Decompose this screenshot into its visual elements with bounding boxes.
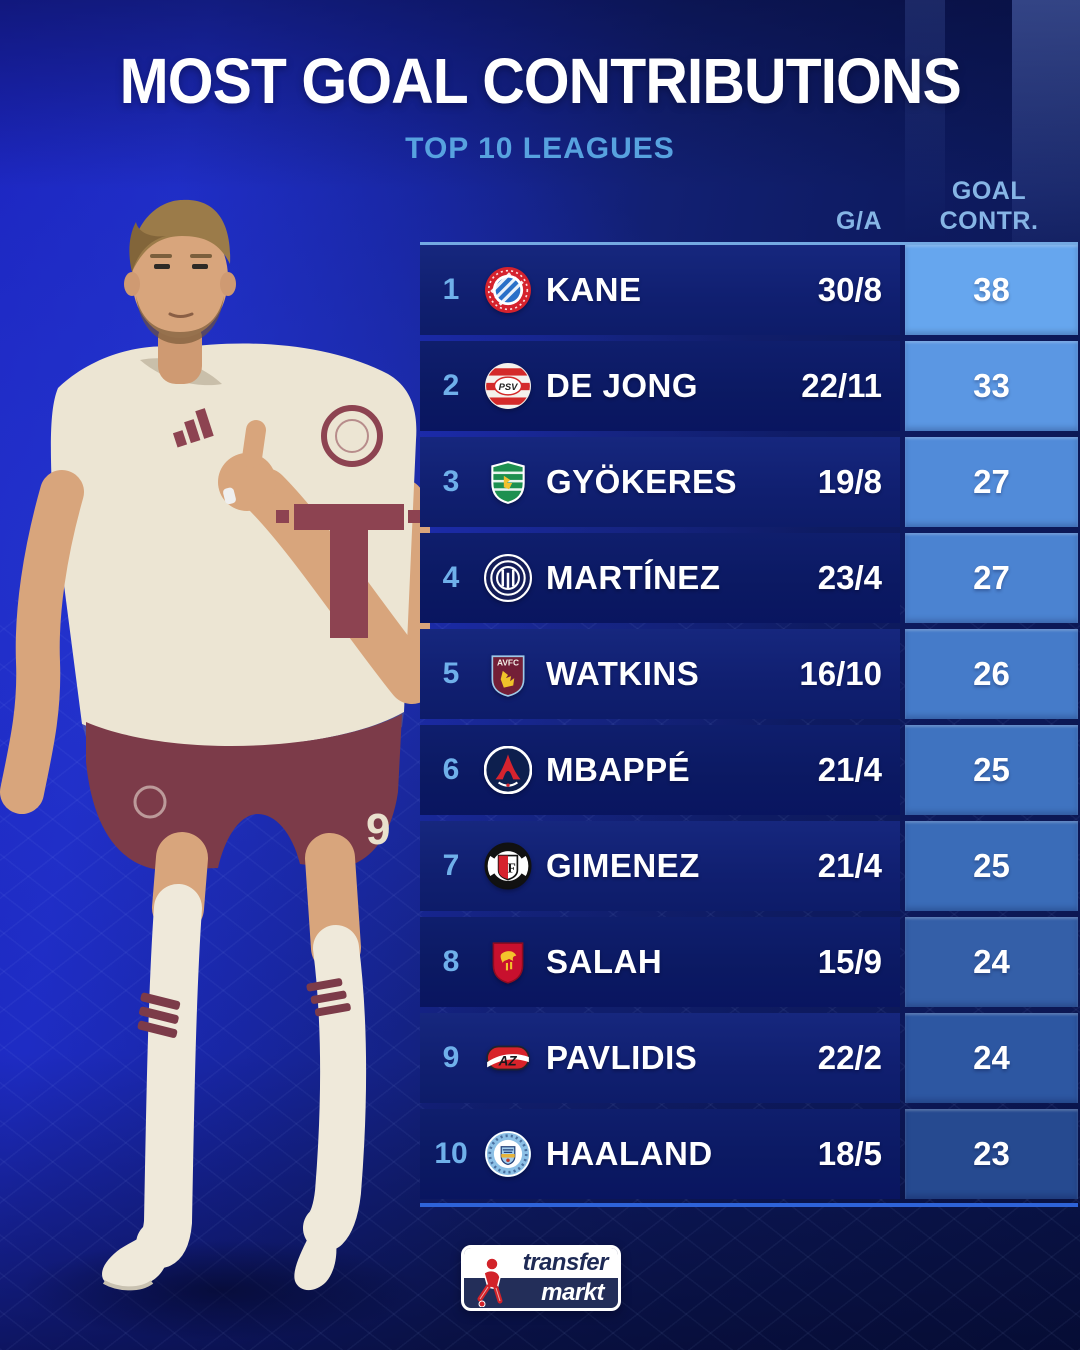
ga-value: 16/10 [799,655,882,692]
psv-badge-icon: PSV [484,362,532,410]
player-name: PAVLIDIS [546,1039,698,1076]
player-name: GIMENEZ [546,847,700,884]
table-row: 3 GYÖKERES 19/8 27 [420,437,1078,527]
bayern-badge-icon [484,266,532,314]
svg-text:9: 9 [366,805,390,854]
rank-label: 3 [442,465,460,498]
az-badge-icon: AZ [484,1034,532,1082]
goal-contr-value: 38 [905,245,1078,335]
player-name: MBAPPÉ [546,751,691,788]
table-row: 6 MBAPPÉ 21/4 25 [420,725,1078,815]
transfermarkt-logo: transfer markt [461,1245,621,1311]
rank-label: 6 [442,753,460,786]
ga-value: 15/9 [817,943,882,980]
svg-text:PSV: PSV [499,381,519,392]
goal-contr-value: 25 [905,725,1078,815]
goal-contr-value: 33 [905,341,1078,431]
rank-label: 8 [442,945,460,978]
player-name: HAALAND [546,1135,713,1172]
player-name: WATKINS [546,655,700,692]
table-row: 4 MARTÍNEZ 23/4 27 [420,533,1078,623]
ga-value: 21/4 [817,751,882,788]
goal-contr-value: 27 [905,533,1078,623]
goal-contr-value: 27 [905,437,1078,527]
ga-value: 23/4 [817,559,882,596]
ga-value: 30/8 [817,271,882,308]
rank-label: 4 [442,561,460,594]
table-row: 9 AZ PAVLIDIS 22/2 24 [420,1013,1078,1103]
goal-contr-value: 24 [905,1013,1078,1103]
player-name: SALAH [546,943,663,980]
rank-label: 10 [434,1137,468,1170]
table-bottom-border [420,1203,1078,1207]
sporting-badge-icon [484,458,532,506]
goal-contr-value: 24 [905,917,1078,1007]
rank-label: 7 [442,849,460,882]
rank-label: 5 [442,657,460,690]
stats-table: G/A GOAL CONTR. 1 KANE 30/8 38 2 PSV DE … [420,176,1078,1207]
svg-text:AVFC: AVFC [497,658,519,668]
column-header-goal-contr: GOAL CONTR. [939,177,1039,235]
svg-text:AZ: AZ [498,1053,518,1068]
column-header-ga: G/A [836,207,882,235]
ga-value: 22/11 [801,367,882,404]
feyenoord-badge-icon: F [484,842,532,890]
player-ground-shadow [20,1240,420,1340]
goal-contr-value: 25 [905,821,1078,911]
table-row: 8 SALAH 15/9 24 [420,917,1078,1007]
goal-contr-value: 23 [905,1109,1078,1199]
table-row: 7 F GIMENEZ 21/4 25 [420,821,1078,911]
ga-value: 21/4 [817,847,882,884]
page-subtitle: TOP 10 LEAGUES [405,132,675,165]
man-city-badge-icon [484,1130,532,1178]
inter-badge-icon [484,554,532,602]
ga-value: 19/8 [817,463,882,500]
ga-value: 22/2 [817,1039,882,1076]
table-top-border [420,242,1078,245]
table-row: 10 HAALAND 18/5 23 [420,1109,1078,1199]
rank-label: 1 [442,273,460,306]
player-name: MARTÍNEZ [546,559,721,596]
ga-value: 18/5 [817,1135,882,1172]
table-row: 5 AVFC WATKINS 16/10 26 [420,629,1078,719]
goal-contr-value: 26 [905,629,1078,719]
background-light-band-2 [905,0,945,240]
transfermarkt-player-icon [477,1257,503,1307]
table-rows: 1 KANE 30/8 38 2 PSV DE JONG 22/11 33 3 … [420,245,1078,1199]
page-title: MOST GOAL CONTRIBUTIONS [119,45,961,117]
rank-label: 2 [442,369,460,402]
aston-villa-badge-icon: AVFC [484,650,532,698]
rank-label: 9 [442,1041,460,1074]
table-row: 2 PSV DE JONG 22/11 33 [420,341,1078,431]
table-row: 1 KANE 30/8 38 [420,245,1078,335]
player-name: DE JONG [546,367,699,404]
player-name: GYÖKERES [546,463,738,500]
liverpool-badge-icon [484,938,532,986]
svg-text:F: F [508,860,516,875]
player-photo-illustration: 9 [0,199,430,1291]
psg-badge-icon [484,746,532,794]
transfermarkt-logo-bottom: markt [541,1279,604,1306]
player-name: KANE [546,271,642,308]
